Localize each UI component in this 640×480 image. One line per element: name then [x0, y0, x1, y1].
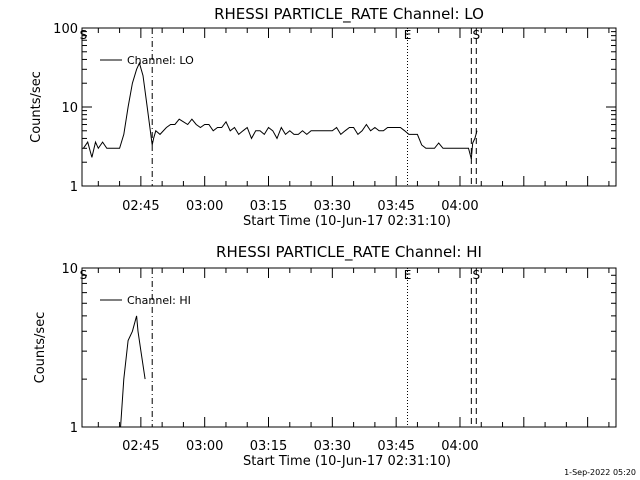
event-marker-label: S	[472, 268, 480, 282]
y-axis-label: Counts/sec	[33, 312, 48, 384]
x-tick-label: 03:45	[377, 439, 414, 454]
y-tick-label: 1	[70, 421, 78, 436]
chart-title: RHESSI PARTICLE_RATE Channel: HI	[216, 243, 482, 262]
x-tick-label: 04:00	[441, 439, 478, 454]
y-axis-label: Counts/sec	[29, 71, 44, 143]
x-tick-label: 03:15	[250, 199, 287, 214]
x-tick-label: 03:30	[314, 199, 351, 214]
x-tick-label: 03:15	[250, 439, 287, 454]
hi-channel-panel: RHESSI PARTICLE_RATE Channel: HI 1 10 02:45…	[33, 243, 617, 469]
lo-channel-panel: RHESSI PARTICLE_RATE Channel: LO 1 10 100 02…	[29, 5, 617, 229]
x-tick-label: 03:00	[186, 439, 223, 454]
x-tick-label: 03:00	[186, 199, 223, 214]
x-tick-label: 02:45	[122, 199, 159, 214]
x-axis-label: Start Time (10-Jun-17 02:31:10)	[243, 454, 451, 469]
plot-frame	[81, 267, 617, 428]
x-axis-label: Start Time (10-Jun-17 02:31:10)	[243, 214, 451, 229]
series-line-channel-hi	[120, 315, 146, 427]
plot-frame	[81, 27, 617, 187]
y-tick-label: 10	[61, 101, 78, 116]
generation-timestamp: 1-Sep-2022 05:20	[564, 468, 636, 477]
legend-label: Channel: HI	[127, 294, 191, 307]
event-marker-label: S	[80, 28, 88, 42]
event-marker-label: S	[80, 268, 88, 282]
event-marker-label: E	[404, 28, 412, 42]
event-marker-label: S	[472, 28, 480, 42]
event-marker-label: E	[404, 268, 412, 282]
x-tick-label: 04:00	[441, 199, 478, 214]
y-tick-label: 100	[53, 22, 78, 37]
x-tick-label: 03:45	[377, 199, 414, 214]
series-line-channel-lo	[82, 61, 478, 160]
y-tick-label: 10	[61, 262, 78, 277]
x-tick-label: 03:30	[314, 439, 351, 454]
x-tick-label: 02:45	[122, 439, 159, 454]
chart-title: RHESSI PARTICLE_RATE Channel: LO	[214, 5, 484, 24]
legend-label: Channel: LO	[127, 54, 194, 67]
y-tick-label: 1	[70, 180, 78, 195]
